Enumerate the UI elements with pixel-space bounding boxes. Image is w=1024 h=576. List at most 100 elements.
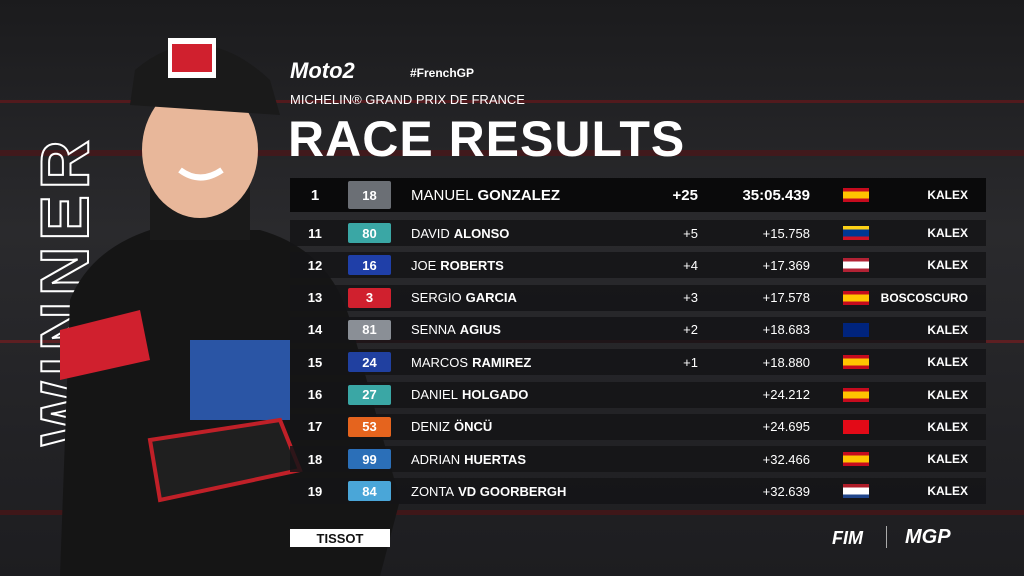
position: 17 bbox=[307, 419, 323, 435]
first-name: MANUEL bbox=[411, 186, 474, 204]
result-row: 11 80 DAVID ALONSO +5 +15.758 KALEX bbox=[290, 220, 986, 246]
event-name: MICHELIN® GRAND PRIX DE FRANCE bbox=[290, 92, 525, 107]
first-name: DENIZ bbox=[411, 419, 450, 435]
last-name: HOLGADO bbox=[461, 387, 529, 402]
position: 1 bbox=[310, 186, 320, 204]
points: +1 bbox=[683, 354, 698, 370]
position: 12 bbox=[307, 257, 323, 273]
team: KALEX bbox=[927, 258, 968, 273]
last-name: GARCIA bbox=[465, 290, 517, 306]
last-name: AGIUS bbox=[459, 322, 501, 338]
flag bbox=[843, 387, 869, 402]
result-row: 19 84 ZONTA VD GOORBERGH +32.639 KALEX bbox=[290, 478, 986, 505]
position: 11 bbox=[308, 225, 322, 241]
time: +17.369 bbox=[762, 257, 810, 273]
rider-number: 99 bbox=[348, 449, 391, 470]
rider-name: JOE ROBERTS bbox=[411, 252, 504, 278]
flag bbox=[843, 322, 869, 337]
rider-name: ADRIAN HUERTAS bbox=[411, 446, 526, 472]
team: BOSCOSCURO bbox=[880, 290, 968, 305]
first-name: ADRIAN bbox=[411, 451, 461, 467]
rider-number: 16 bbox=[348, 255, 391, 276]
team: KALEX bbox=[927, 226, 968, 240]
rider-name: MARCOS RAMIREZ bbox=[411, 349, 531, 375]
last-name: ÖNCÜ bbox=[454, 419, 493, 435]
time: +32.639 bbox=[762, 483, 810, 499]
position: 14 bbox=[307, 322, 323, 338]
rider-name: DANIEL HOLGADO bbox=[411, 382, 528, 408]
streak bbox=[0, 100, 1024, 103]
flag bbox=[843, 290, 869, 305]
position: 13 bbox=[307, 290, 323, 306]
rider-name: SENNA AGIUS bbox=[411, 317, 501, 343]
points: +2 bbox=[683, 322, 698, 338]
rider-number: 80 bbox=[348, 223, 391, 243]
rider-name: MANUEL GONZALEZ bbox=[411, 178, 560, 212]
rider-number: 3 bbox=[348, 287, 391, 308]
result-row: 12 16 JOE ROBERTS +4 +17.369 KALEX bbox=[290, 252, 986, 279]
flag bbox=[843, 188, 869, 202]
team: KALEX bbox=[927, 188, 968, 202]
title: RACE RESULTS bbox=[288, 111, 686, 167]
first-name: DANIEL bbox=[411, 387, 458, 402]
team: KALEX bbox=[927, 419, 968, 434]
flag bbox=[843, 484, 869, 499]
series-logo: Moto2 bbox=[290, 58, 355, 83]
rider-number: 81 bbox=[348, 319, 391, 340]
flag bbox=[843, 419, 869, 434]
flag bbox=[843, 258, 869, 273]
team: KALEX bbox=[927, 387, 968, 402]
rider-number: 24 bbox=[348, 352, 391, 373]
points: +3 bbox=[683, 290, 698, 306]
flag bbox=[843, 226, 869, 240]
team: KALEX bbox=[927, 452, 968, 467]
points: +25 bbox=[672, 186, 698, 204]
first-name: SENNA bbox=[411, 322, 456, 338]
time: +32.466 bbox=[762, 451, 810, 467]
last-name: ROBERTS bbox=[440, 257, 504, 273]
position: 16 bbox=[307, 387, 323, 402]
sponsor-logo: TISSOT bbox=[290, 529, 390, 547]
position: 19 bbox=[307, 483, 323, 499]
flag bbox=[843, 452, 869, 467]
time: +15.758 bbox=[762, 225, 810, 241]
federation-logo: FIM bbox=[832, 528, 863, 548]
time: +18.880 bbox=[762, 354, 810, 370]
points: +5 bbox=[683, 225, 698, 241]
result-row: 18 99 ADRIAN HUERTAS +32.466 KALEX bbox=[290, 446, 986, 473]
streak bbox=[0, 510, 1024, 515]
time: 35:05.439 bbox=[742, 186, 810, 204]
first-name: MARCOS bbox=[411, 354, 469, 370]
streak bbox=[0, 150, 1024, 156]
first-name: JOE bbox=[411, 257, 437, 273]
last-name: GONZALEZ bbox=[477, 186, 561, 204]
brand-logo: MGP bbox=[905, 526, 951, 548]
divider bbox=[886, 526, 887, 548]
rider-number: 18 bbox=[348, 181, 391, 209]
rider-number: 27 bbox=[348, 384, 391, 405]
rider-name: SERGIO GARCIA bbox=[411, 285, 517, 311]
result-row: 14 81 SENNA AGIUS +2 +18.683 KALEX bbox=[290, 316, 986, 343]
rider-name: DAVID ALONSO bbox=[411, 220, 509, 246]
rider-name: ZONTA VD GOORBERGH bbox=[411, 478, 566, 504]
result-row: 17 53 DENIZ ÖNCÜ +24.695 KALEX bbox=[290, 413, 986, 440]
rider-name: DENIZ ÖNCÜ bbox=[411, 414, 492, 440]
last-name: HUERTAS bbox=[464, 451, 526, 467]
time: +24.695 bbox=[762, 419, 810, 435]
result-row: 1 18 MANUEL GONZALEZ +25 35:05.439 KALEX bbox=[290, 178, 986, 212]
time: +24.212 bbox=[762, 387, 810, 402]
team: KALEX bbox=[927, 355, 968, 370]
points: +4 bbox=[683, 257, 698, 273]
flag bbox=[843, 355, 869, 370]
position: 15 bbox=[307, 354, 323, 370]
last-name: RAMIREZ bbox=[472, 354, 532, 370]
result-row: 15 24 MARCOS RAMIREZ +1 +18.880 KALEX bbox=[290, 349, 986, 376]
rider-number: 84 bbox=[348, 481, 391, 502]
first-name: ZONTA bbox=[411, 483, 455, 499]
result-row: 16 27 DANIEL HOLGADO +24.212 KALEX bbox=[290, 381, 986, 408]
last-name: VD GOORBERGH bbox=[458, 483, 567, 499]
last-name: ALONSO bbox=[453, 225, 510, 241]
first-name: SERGIO bbox=[411, 290, 462, 306]
hashtag: #FrenchGP bbox=[410, 66, 475, 80]
